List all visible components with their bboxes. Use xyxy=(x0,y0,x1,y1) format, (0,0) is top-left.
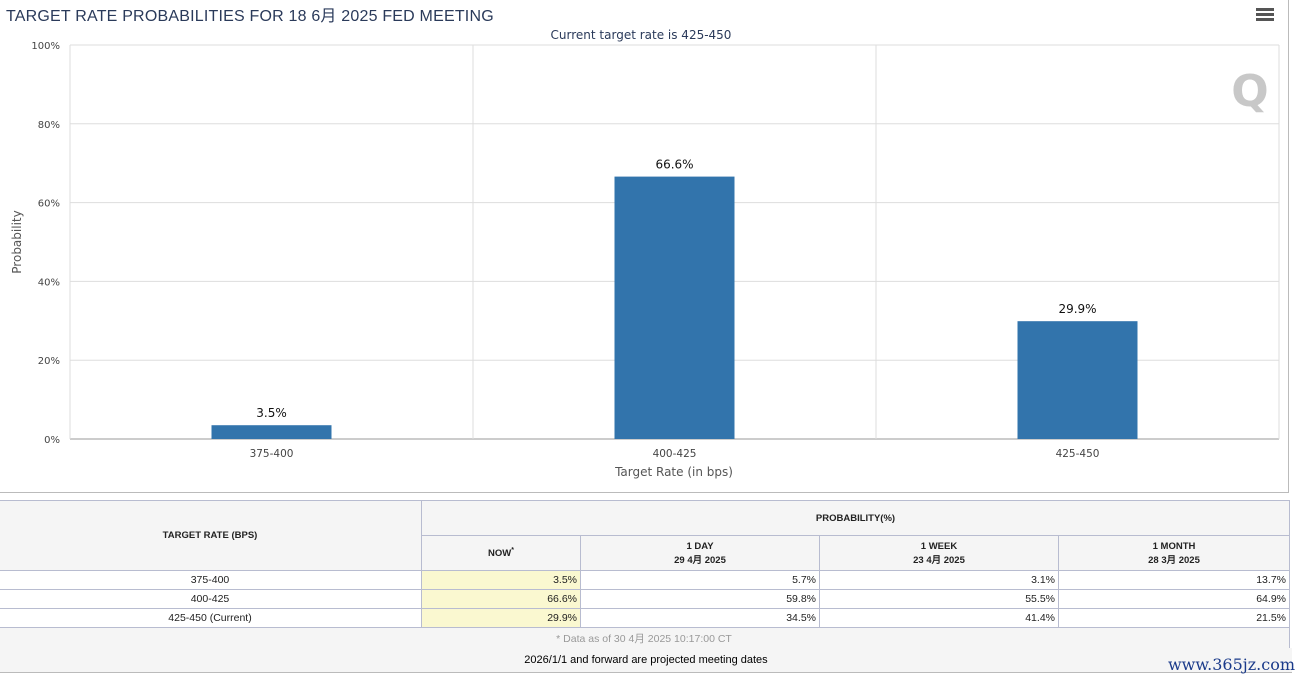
x-axis-title: Target Rate (in bps) xyxy=(614,465,733,479)
header-probability: PROBABILITY(%) xyxy=(421,500,1290,536)
table-row: 400-425 66.6% 59.8% 55.5% 64.9% xyxy=(0,589,1290,609)
probability-cell: 3.1% xyxy=(819,570,1059,590)
probability-cell: 34.5% xyxy=(580,608,820,628)
probability-cell: 41.4% xyxy=(819,608,1059,628)
x-tick-label: 400-425 xyxy=(653,448,697,460)
bar-chart: Current target rate is 425-450 0% 20% 40% 60… xyxy=(10,28,1280,479)
y-axis-title: Probability xyxy=(10,210,24,273)
data-footnote: * Data as of 30 4月 2025 10:17:00 CT xyxy=(0,627,1290,649)
chart-subtitle: Current target rate is 425-450 xyxy=(551,28,732,42)
x-tick-label: 425-450 xyxy=(1056,448,1100,460)
header-1-week: 1 WEEK 23 4月 2025 xyxy=(819,535,1059,571)
menu-icon[interactable] xyxy=(1256,8,1274,23)
probability-table: TARGET RATE (BPS) PROBABILITY(%) NOW* 1 … xyxy=(0,500,1290,649)
bar xyxy=(614,176,735,439)
probability-cell: 13.7% xyxy=(1058,570,1290,590)
probability-cell: 29.9% xyxy=(421,608,581,628)
probability-cell: 3.5% xyxy=(421,570,581,590)
probability-cell: 64.9% xyxy=(1058,589,1290,609)
watermark: www.365jz.com xyxy=(1167,655,1295,674)
y-tick-label: 60% xyxy=(38,199,60,210)
bar xyxy=(1017,321,1138,439)
y-tick-label: 20% xyxy=(38,356,60,367)
y-tick-label: 40% xyxy=(38,277,60,288)
table-row: 425-450 (Current) 29.9% 34.5% 41.4% 21.5% xyxy=(0,608,1290,628)
x-tick-label: 375-400 xyxy=(250,448,294,460)
bar xyxy=(211,425,332,439)
header-now: NOW* xyxy=(421,535,581,571)
header-1-day: 1 DAY 29 4月 2025 xyxy=(580,535,820,571)
data-label: 3.5% xyxy=(256,406,287,420)
projected-note: 2026/1/1 and forward are projected meeti… xyxy=(0,648,1292,673)
y-tick-label: 0% xyxy=(44,435,60,446)
rate-cell: 375-400 xyxy=(0,570,422,590)
rate-cell: 400-425 xyxy=(0,589,422,609)
chart-container: TARGET RATE PROBABILITIES FOR 18 6月 2025… xyxy=(0,0,1289,493)
rate-cell: 425-450 (Current) xyxy=(0,608,422,628)
probability-cell: 21.5% xyxy=(1058,608,1290,628)
header-target-rate: TARGET RATE (BPS) xyxy=(0,500,422,571)
probability-cell: 55.5% xyxy=(819,589,1059,609)
y-tick-label: 80% xyxy=(38,120,60,131)
chart-title: TARGET RATE PROBABILITIES FOR 18 6月 2025… xyxy=(6,8,494,25)
probability-cell: 59.8% xyxy=(580,589,820,609)
probability-cell: 66.6% xyxy=(421,589,581,609)
header-1-month: 1 MONTH 28 3月 2025 xyxy=(1058,535,1290,571)
data-label: 66.6% xyxy=(655,158,693,172)
data-label: 29.9% xyxy=(1058,302,1096,316)
table-row: 375-400 3.5% 5.7% 3.1% 13.7% xyxy=(0,570,1290,590)
probability-cell: 5.7% xyxy=(580,570,820,590)
logo-q-icon: Q xyxy=(1231,66,1268,117)
y-tick-label: 100% xyxy=(31,41,60,52)
